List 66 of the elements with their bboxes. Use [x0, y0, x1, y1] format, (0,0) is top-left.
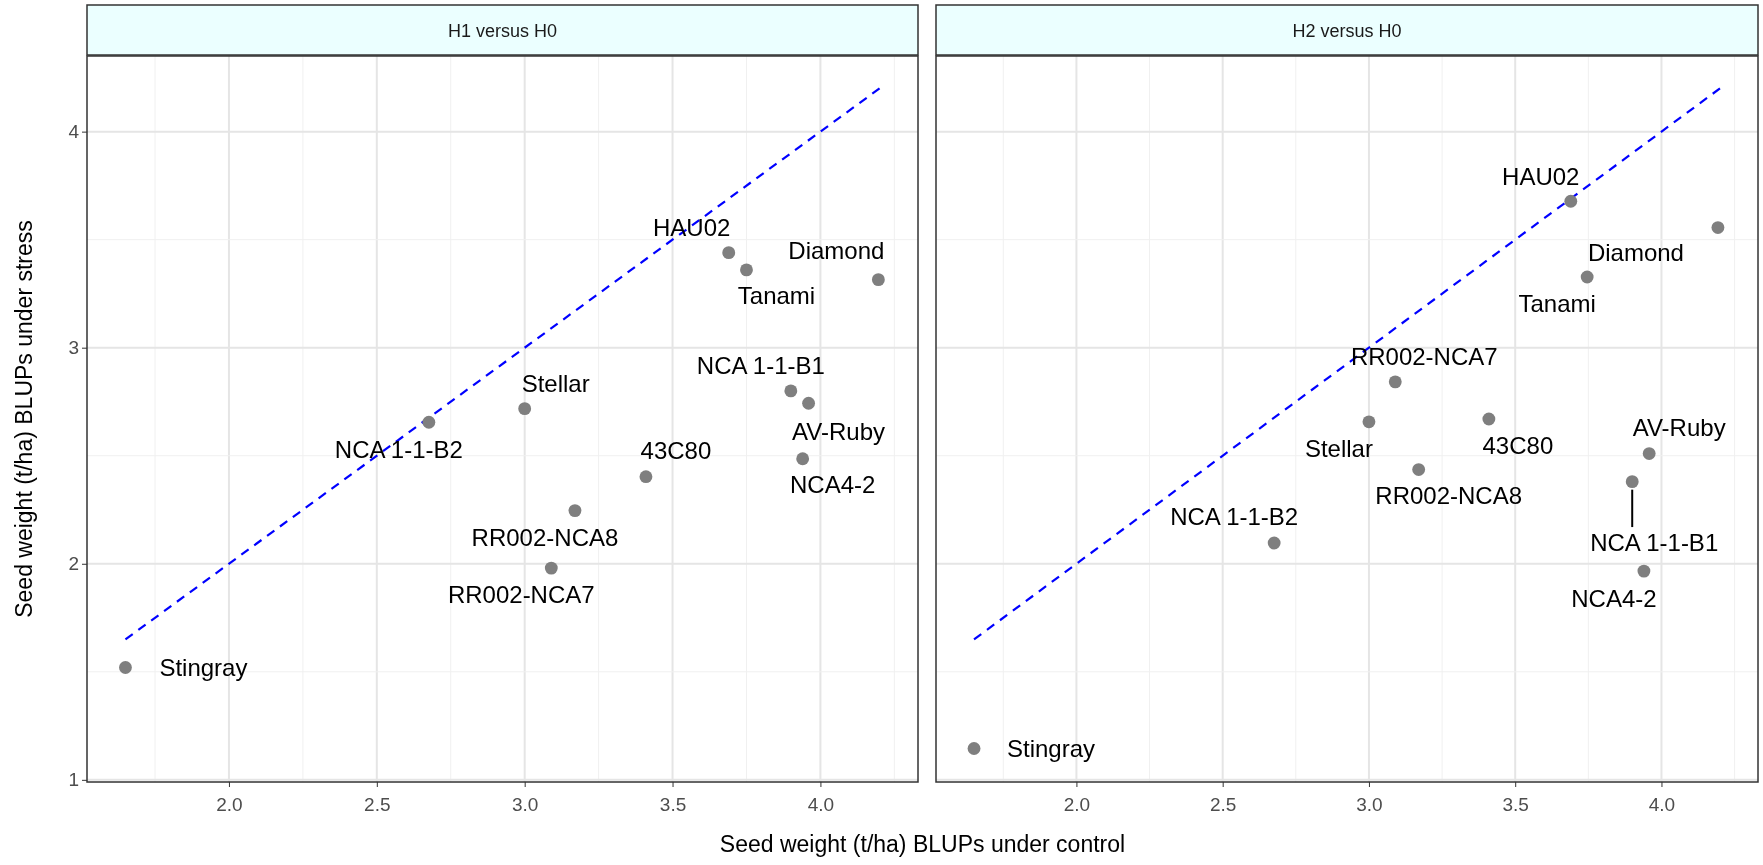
annotation: HAU02: [653, 214, 731, 242]
annotation: AV-Ruby: [1632, 413, 1726, 441]
annotation: NCA 1-1-B2: [1170, 503, 1299, 531]
annotation: Diamond: [1587, 238, 1684, 266]
point: [518, 402, 532, 416]
annotation: RR002-NCA8: [471, 524, 619, 552]
annotation: NCA4-2: [1571, 584, 1657, 612]
point: [1388, 375, 1402, 389]
point: [544, 561, 558, 575]
chart-title: H1 versus H0: [447, 21, 558, 41]
y-axis-title: Seed weight (t/ha) BLUPs under stress: [11, 220, 37, 618]
point: [119, 661, 132, 674]
point: [1412, 463, 1426, 476]
point: [1625, 475, 1639, 489]
point: [796, 452, 810, 466]
annotation: NCA 1-1-B2: [334, 435, 463, 463]
annotation: Tanami: [1518, 290, 1596, 318]
annotation: RR002-NCA7: [447, 581, 595, 609]
point: [1564, 194, 1578, 208]
y-tick-label: 4: [68, 121, 80, 143]
annotation: 43C80: [640, 437, 712, 465]
annotation: Stellar: [1304, 435, 1373, 463]
point: [1267, 536, 1281, 550]
chart-title: H2 versus H0: [1292, 21, 1402, 41]
point: [1642, 447, 1656, 460]
point: [1362, 415, 1376, 429]
x-tick-label: 3.0: [1356, 793, 1383, 815]
annotation: HAU02: [1502, 162, 1580, 190]
annotation: NCA 1-1-B1: [696, 352, 825, 380]
annotation: Diamond: [788, 237, 885, 265]
annotation: RR002-NCA8: [1375, 481, 1523, 509]
point: [802, 396, 816, 410]
x-tick-label: 2.0: [1063, 793, 1091, 815]
annotation: Stingray: [159, 653, 248, 681]
y-tick-label: 2: [68, 553, 79, 575]
x-tick-label: 2.0: [216, 793, 243, 815]
annotation: NCA4-2: [789, 471, 876, 499]
point: [740, 263, 753, 277]
annotation: RR002-NCA7: [1350, 343, 1498, 371]
point: [871, 273, 885, 287]
point: [1482, 412, 1496, 426]
point: [422, 415, 436, 429]
x-tick-label: 4.0: [1648, 793, 1676, 815]
x-tick-label: 3.0: [511, 793, 539, 815]
point: [722, 246, 736, 260]
x-tick-label: 4.0: [807, 793, 835, 815]
annotation: NCA 1-1-B1: [1590, 529, 1719, 557]
x-tick-label: 2.5: [364, 793, 391, 815]
y-tick-label: 1: [68, 769, 79, 791]
point: [967, 742, 981, 755]
point: [639, 470, 653, 484]
point: [1637, 564, 1651, 578]
annotation: Stingray: [1007, 734, 1096, 762]
point: [1711, 221, 1725, 234]
point: [784, 384, 798, 398]
annotation: Stellar: [521, 370, 590, 398]
annotation: AV-Ruby: [792, 417, 886, 445]
annotation: Tanami: [737, 282, 816, 310]
point: [1580, 270, 1594, 284]
x-tick-label: 2.5: [1209, 793, 1237, 815]
x-tick-label: 3.5: [1502, 793, 1529, 815]
x-axis-title: Seed weight (t/ha) BLUPs under control: [719, 831, 1126, 857]
point: [568, 504, 582, 518]
annotation: 43C80: [1482, 432, 1554, 460]
y-tick-label: 3: [68, 337, 79, 359]
x-tick-label: 3.5: [659, 793, 687, 815]
